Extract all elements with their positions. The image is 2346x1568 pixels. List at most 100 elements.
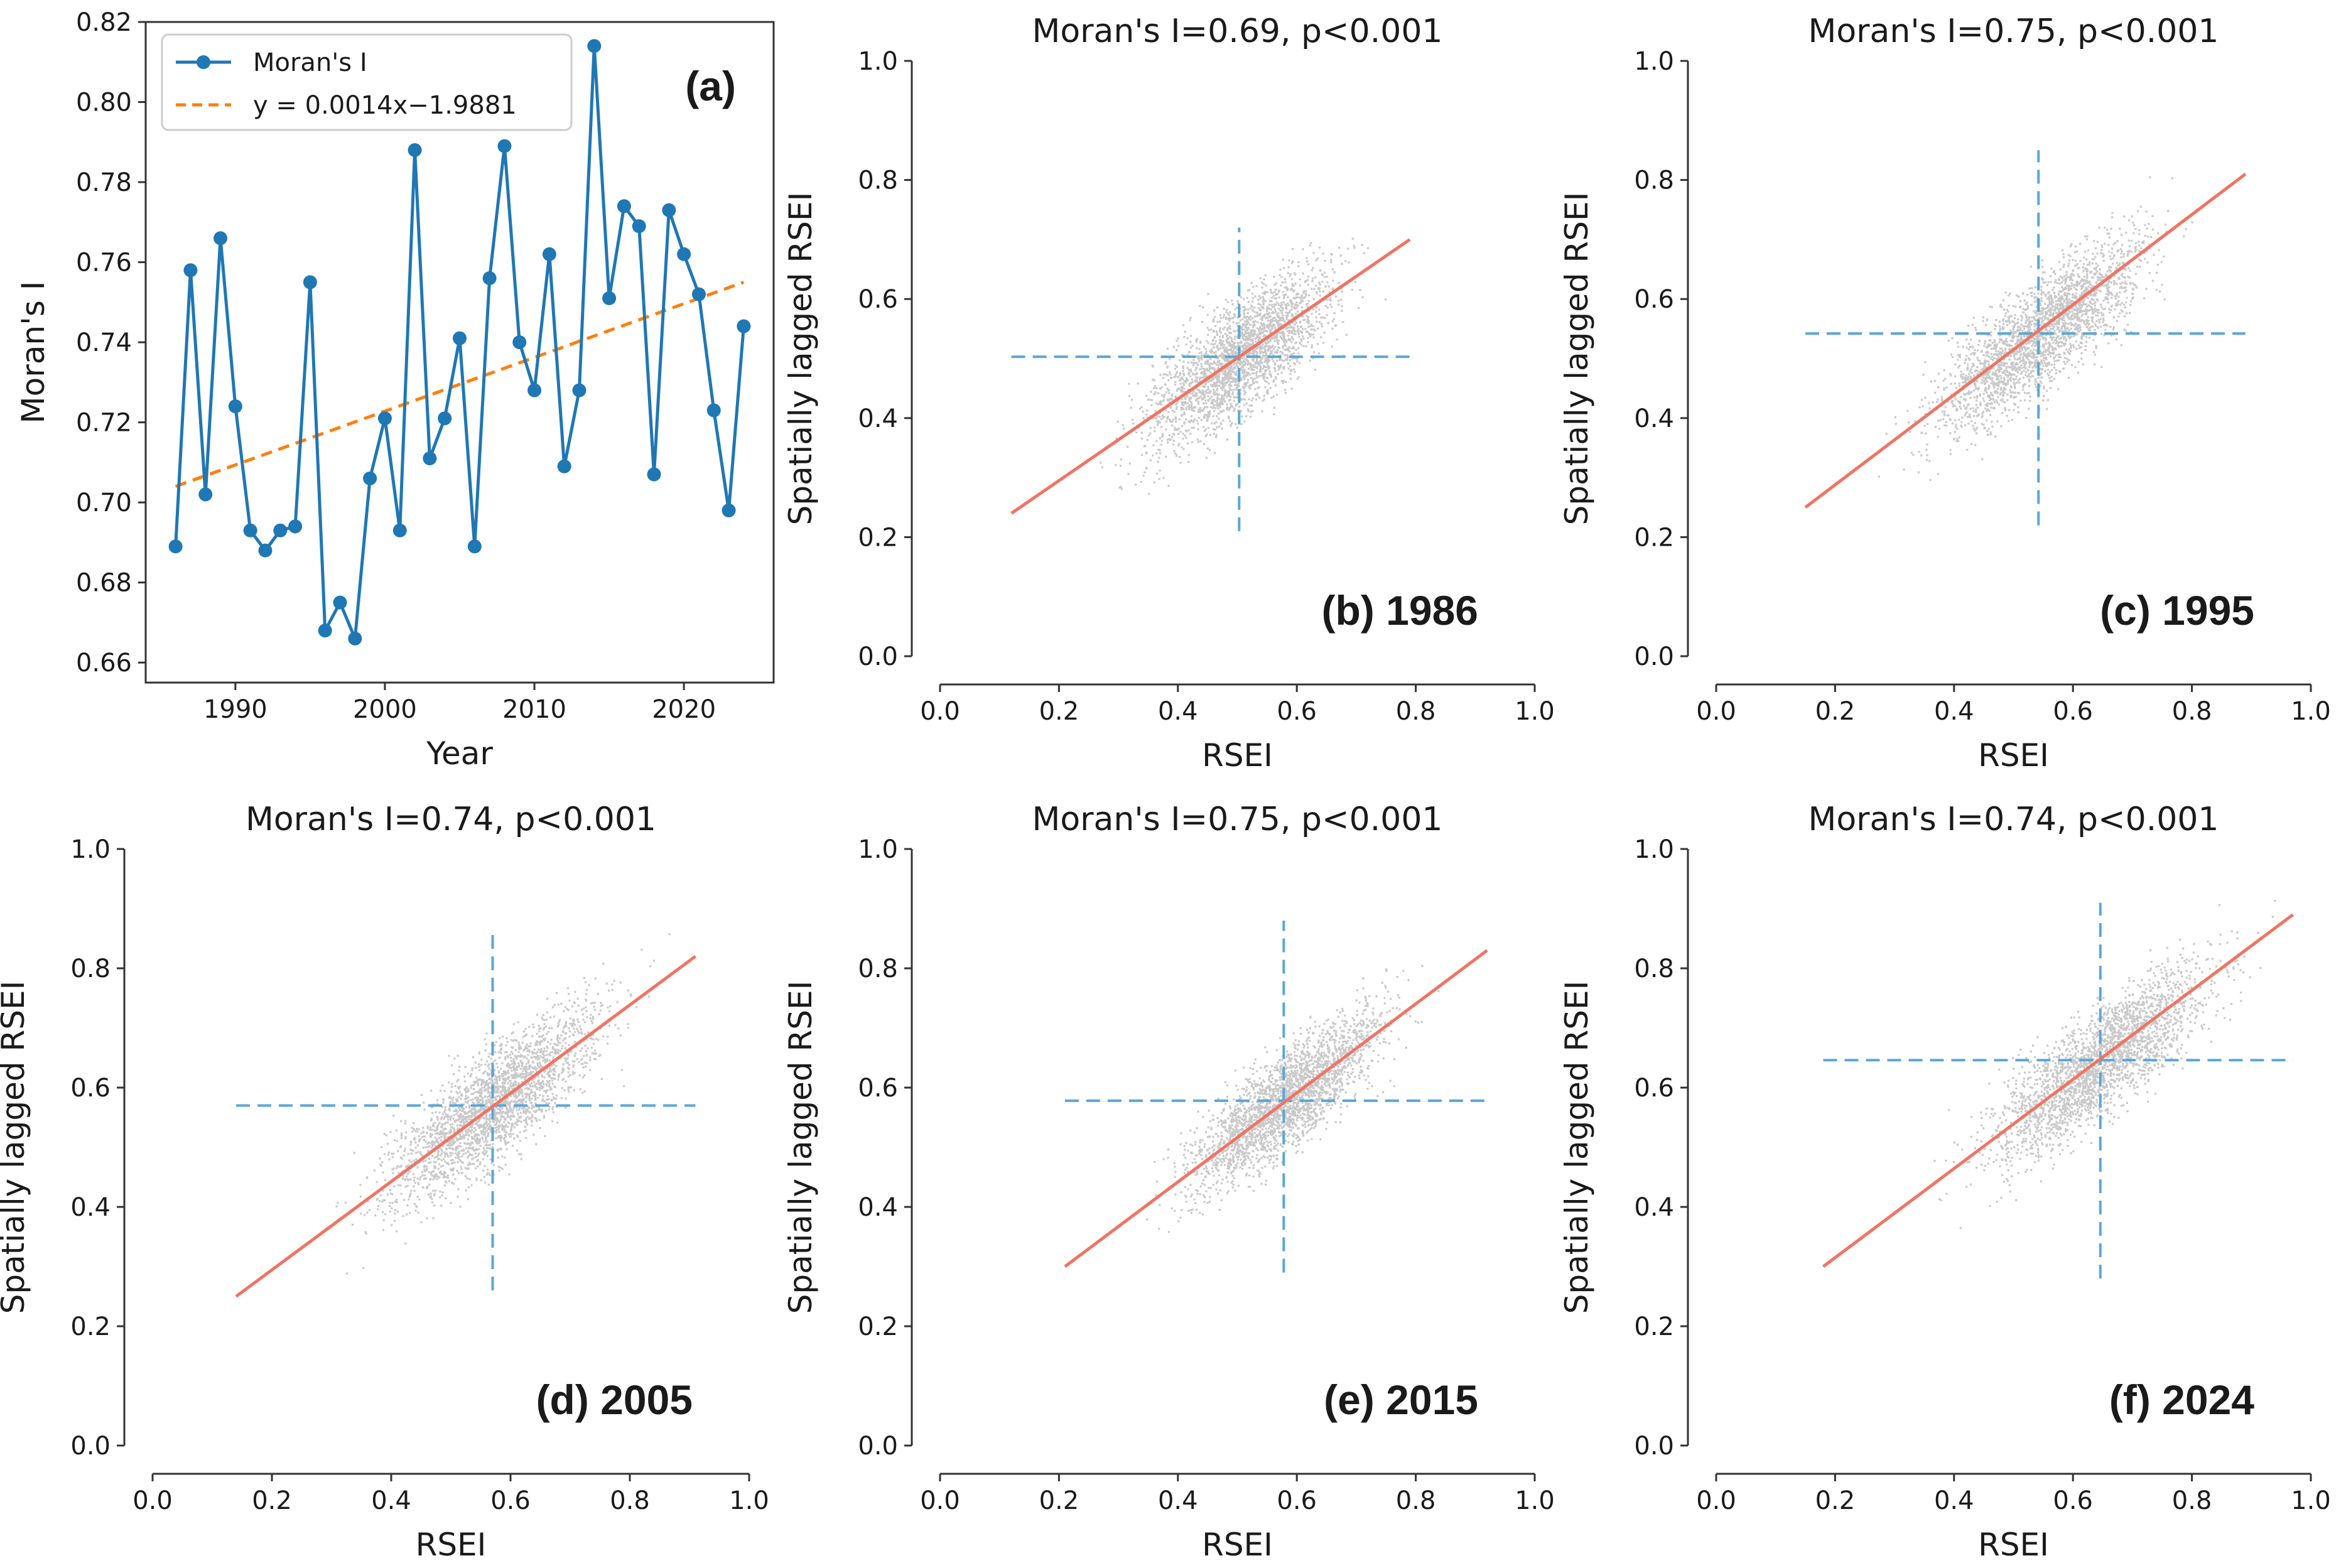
legend-label-series: Moran's I <box>253 48 367 77</box>
y-tick-label: 0.0 <box>70 1432 111 1461</box>
data-point <box>288 519 303 534</box>
legend-label-trend: y = 0.0014x−1.9881 <box>253 91 517 120</box>
data-point <box>706 403 721 418</box>
data-point <box>482 271 497 286</box>
x-tick-label: 0.0 <box>920 1486 960 1515</box>
panel-title: Moran's I=0.75, p<0.001 <box>1032 801 1443 838</box>
y-tick-label: 0.2 <box>1634 1312 1674 1341</box>
data-point <box>602 291 617 305</box>
y-tick-label: 0.0 <box>858 642 898 671</box>
x-tick-label: 0.0 <box>132 1486 173 1515</box>
x-axis-label: RSEI <box>1978 737 2049 774</box>
scatter-points <box>335 933 671 1275</box>
data-point <box>542 247 556 261</box>
y-axis-label: Spatially lagged RSEI <box>0 981 31 1314</box>
data-point <box>303 275 317 289</box>
x-tick-label: 1.0 <box>2291 1486 2331 1515</box>
regression-line <box>235 954 696 1298</box>
scatter-cloud <box>1933 899 2276 1230</box>
data-point <box>453 331 467 345</box>
y-tick-label: 0.74 <box>76 328 132 357</box>
data-point <box>737 319 751 333</box>
x-tick-label: 0.0 <box>1696 697 1736 726</box>
x-tick-label: 0.4 <box>1158 697 1198 726</box>
y-tick-label: 1.0 <box>1634 47 1674 76</box>
x-tick-label: 0.2 <box>1039 1486 1079 1515</box>
y-tick-label: 0.2 <box>858 1312 898 1341</box>
x-axis-label: Year <box>426 735 493 772</box>
data-point <box>691 287 706 301</box>
regression-line <box>1010 238 1411 515</box>
data-point <box>348 631 362 646</box>
x-tick-label: 0.8 <box>610 1486 650 1515</box>
y-tick-label: 0.82 <box>76 8 132 37</box>
data-point <box>632 219 646 234</box>
x-tick-label: 1.0 <box>1515 697 1555 726</box>
data-point <box>438 411 452 426</box>
panel-a-moran-time-series: 1990 2000 2010 2020 0.66 0.68 0.70 0.72 0.74 0.76… <box>15 8 775 772</box>
data-point <box>318 624 332 638</box>
y-tick-label: 0.4 <box>858 404 898 433</box>
data-point <box>228 399 242 414</box>
y-tick-label: 0.0 <box>1634 642 1674 671</box>
data-point <box>377 411 392 426</box>
y-tick-label: 0.6 <box>1634 1074 1674 1103</box>
data-point <box>497 139 512 153</box>
y-tick-label: 0.6 <box>1634 285 1674 314</box>
data-point <box>408 143 422 158</box>
y-tick-label: 0.6 <box>858 285 898 314</box>
x-tick-label: 2000 <box>353 695 417 724</box>
y-tick-label: 0.6 <box>858 1074 898 1103</box>
x-tick-label: 0.0 <box>1696 1486 1736 1515</box>
legend-marker-series <box>197 55 210 69</box>
data-point <box>258 543 273 558</box>
panel-title: Moran's I=0.74, p<0.001 <box>1808 801 2219 838</box>
x-tick-label: 2020 <box>652 695 716 724</box>
x-axis-label: RSEI <box>416 1527 487 1563</box>
y-tick-label: 0.68 <box>76 569 132 598</box>
x-tick-label: 0.2 <box>252 1486 292 1515</box>
x-tick-label: 0.0 <box>920 697 960 726</box>
x-tick-label: 0.4 <box>1934 697 1974 726</box>
x-tick-label: 0.6 <box>2053 1486 2093 1515</box>
y-tick-label: 0.0 <box>858 1432 898 1461</box>
x-tick-label: 0.2 <box>1815 1486 1856 1515</box>
data-point <box>423 451 437 465</box>
data-point <box>273 523 288 538</box>
y-axis-label: Spatially lagged RSEI <box>782 981 819 1314</box>
data-point <box>467 539 482 554</box>
x-tick-label: 0.4 <box>371 1486 411 1515</box>
scatter-points <box>1878 176 2213 481</box>
legend-box <box>161 33 573 131</box>
data-point <box>572 383 586 397</box>
x-tick-label: 0.6 <box>1277 1486 1317 1515</box>
data-point <box>198 487 213 502</box>
scatter-points <box>1145 965 1440 1233</box>
y-tick-label: 0.4 <box>1634 404 1674 433</box>
y-tick-label: 0.8 <box>858 166 898 195</box>
data-point <box>363 471 377 485</box>
x-axis-label: RSEI <box>1202 1527 1273 1563</box>
y-tick-label: 0.2 <box>858 523 898 552</box>
y-tick-label: 0.8 <box>70 954 111 983</box>
scatter-points <box>1933 899 2276 1230</box>
x-tick-label: 0.2 <box>1039 697 1079 726</box>
y-tick-label: 0.4 <box>1634 1193 1674 1222</box>
panel-tag: (f) 2024 <box>2109 1376 2254 1423</box>
panel-e-scatter-2015: 0.0 0.0 0.2 0.2 0.4 0.4 0.6 0.6 0.8 0.8 1.0 1.0 RSEI… <box>782 801 1555 1563</box>
y-tick-label: 1.0 <box>70 835 111 864</box>
data-point <box>243 523 257 538</box>
y-tick-label: 0.78 <box>76 168 132 197</box>
x-tick-label: 2010 <box>502 695 566 724</box>
x-tick-label: 1.0 <box>729 1486 769 1515</box>
y-tick-label: 0.4 <box>70 1193 111 1222</box>
y-axis-label: Spatially lagged RSEI <box>1559 981 1595 1314</box>
data-point <box>722 503 736 517</box>
data-point <box>333 595 347 610</box>
data-point <box>647 467 661 482</box>
panel-d-scatter-2005: 0.0 0.0 0.2 0.2 0.4 0.4 0.6 0.6 0.8 0.8 1.0 1.0 RSEI… <box>0 801 769 1563</box>
x-axis-label: RSEI <box>1978 1527 2049 1563</box>
x-tick-label: 0.8 <box>2172 697 2212 726</box>
y-tick-label: 0.66 <box>76 649 132 678</box>
